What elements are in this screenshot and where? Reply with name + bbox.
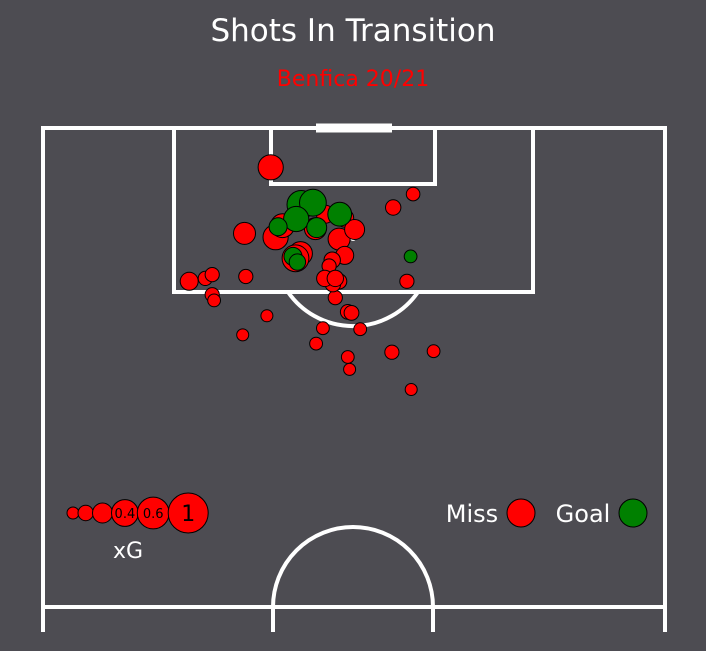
miss-shot-point [309,336,324,351]
six-yard-box [269,126,437,186]
miss-shot-point [405,186,421,202]
miss-shot-point [385,199,402,216]
goal-shot-point [403,249,418,264]
penalty-area [172,126,535,294]
miss-shot-point [340,350,355,364]
center-circle [271,525,435,632]
legend-miss-marker [506,498,536,528]
xg-size-marker [77,504,94,522]
miss-shot-point [326,269,344,288]
miss-shot-point [404,383,418,396]
xg-size-legend: 0.4 0.6 1 [66,492,209,534]
xg-size-marker [66,506,80,520]
goal-shot-point [327,201,353,227]
goal-shot-point [306,217,328,239]
xg-size-marker-label: 0.6 [143,507,164,522]
legend-goal-label: Goal [556,500,611,528]
penalty-arc [286,290,420,329]
miss-shot-point [343,305,360,321]
xg-size-marker [167,492,209,534]
miss-shot-point [207,293,222,308]
chart-title: Shots In Transition [210,13,495,49]
legend-miss-label: Miss [446,500,498,528]
miss-shot-point [426,344,441,359]
center-spot [351,605,355,609]
miss-shot-point [353,322,368,337]
xg-size-marker-label: 0.4 [115,507,136,522]
goal-shot-point [299,188,327,217]
miss-shot-point [260,309,274,323]
xg-size-marker [92,502,113,524]
outcome-legend: Miss Goal [446,498,648,528]
miss-shot-point [384,344,400,360]
miss-shot-point [236,328,250,342]
miss-shot-point [316,321,330,336]
xg-legend-label: xG [113,539,143,564]
miss-shot-point [238,268,254,285]
miss-shot-point [257,154,284,181]
miss-shot-point [344,219,366,240]
chart-subtitle: Benfica 20/21 [277,67,429,92]
goal-shot-point [288,253,307,271]
miss-shot-point [204,267,220,283]
miss-shot-point [327,290,343,306]
miss-shot-point [343,362,357,376]
goal-shot-point [268,217,288,237]
shots-layer [179,154,441,396]
miss-shot-point [399,273,415,289]
xg-size-marker-label: 1 [181,502,195,527]
miss-shot-point [179,271,199,291]
miss-shot-point [233,221,256,245]
pitch [41,123,667,632]
legend-goal-marker [618,498,648,528]
